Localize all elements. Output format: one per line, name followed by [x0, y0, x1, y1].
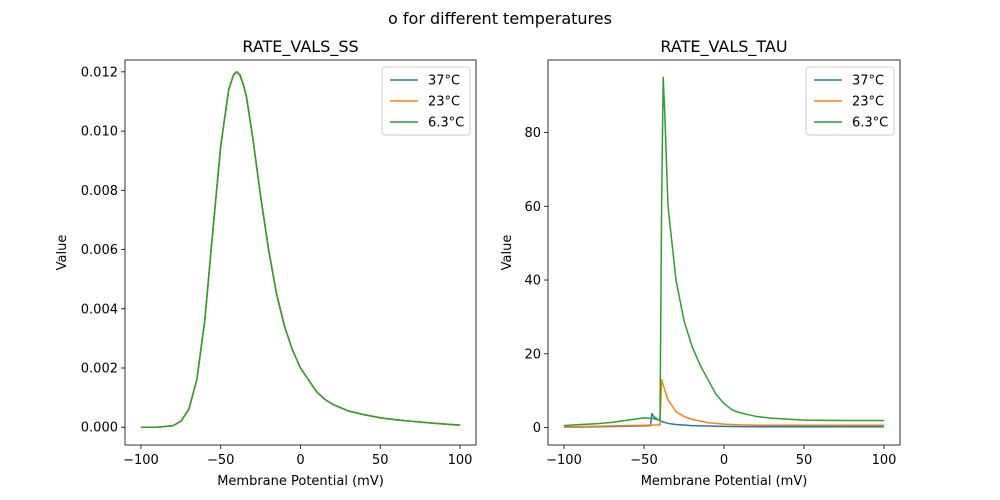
legend-box: [381, 66, 471, 136]
legend: 37°C 23°C 6.3°C: [381, 66, 471, 136]
subplot-rate-vals-tau: RATE_VALS_TAU −100 −50 0 50 100 0 20 40 60 80 Membr…: [500, 37, 901, 489]
legend-label: 6.3°C: [852, 116, 888, 131]
y-tick-label: 80: [524, 126, 541, 141]
y-tick-label: 0.000: [81, 421, 118, 436]
y-axis-label: Value: [500, 235, 515, 271]
legend-label: 37°C: [852, 74, 884, 89]
series-line-6-3-c: [563, 76, 884, 427]
x-tick-label: −100: [546, 453, 582, 468]
y-tick-label: 0.002: [81, 362, 118, 377]
x-tick-label: 100: [448, 453, 473, 468]
panel-title: RATE_VALS_TAU: [660, 37, 787, 57]
y-tick-label: 0.004: [81, 302, 118, 317]
x-axis-label: Membrane Potential (mV): [217, 474, 384, 489]
x-tick-label: 0: [296, 453, 304, 468]
legend-label: 23°C: [852, 95, 884, 110]
legend-box: [805, 66, 895, 136]
x-axis-label: Membrane Potential (mV): [641, 474, 808, 489]
legend-label: 23°C: [428, 95, 460, 110]
figure-suptitle: o for different temperatures: [388, 9, 612, 28]
y-tick-label: 0: [533, 421, 541, 436]
x-tick-label: 50: [796, 453, 813, 468]
panel-title: RATE_VALS_SS: [242, 37, 358, 57]
legend-label: 6.3°C: [428, 116, 464, 131]
x-tick-label: −50: [207, 453, 234, 468]
x-tick-label: −100: [123, 453, 159, 468]
subplot-rate-vals-ss: RATE_VALS_SS −100 −50 0 50 100 0.000 0.002 0.004…: [55, 37, 477, 489]
y-tick-label: 0.008: [81, 184, 118, 199]
legend-label: 37°C: [428, 74, 460, 89]
series-line-6-3-c: [140, 71, 461, 428]
x-tick-label: 0: [720, 453, 728, 468]
y-tick-label: 0.010: [81, 125, 118, 140]
y-tick-label: 20: [524, 347, 541, 362]
y-tick-label: 0.012: [81, 65, 118, 80]
y-axis-label: Value: [55, 235, 70, 271]
legend: 37°C 23°C 6.3°C: [805, 66, 895, 136]
y-tick-label: 60: [524, 200, 541, 215]
series-line-23-c: [563, 378, 884, 428]
y-tick-label: 0.006: [81, 243, 118, 258]
x-tick-label: −50: [630, 453, 657, 468]
y-tick-label: 40: [524, 274, 541, 289]
x-tick-label: 50: [372, 453, 389, 468]
x-tick-label: 100: [872, 453, 897, 468]
